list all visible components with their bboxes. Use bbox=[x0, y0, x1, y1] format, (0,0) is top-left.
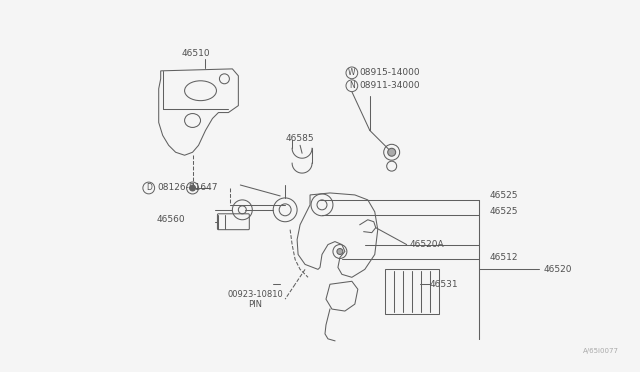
Text: 46510: 46510 bbox=[181, 48, 210, 58]
Text: PIN: PIN bbox=[248, 299, 262, 309]
Text: D: D bbox=[146, 183, 152, 192]
Text: N: N bbox=[349, 81, 355, 90]
Text: A/65i0077: A/65i0077 bbox=[582, 348, 619, 354]
Text: 46585: 46585 bbox=[286, 134, 314, 143]
Text: 46520A: 46520A bbox=[410, 240, 444, 249]
Circle shape bbox=[337, 248, 343, 254]
Circle shape bbox=[388, 148, 396, 156]
Text: 08915-14000: 08915-14000 bbox=[360, 68, 420, 77]
Text: 08126-81647: 08126-81647 bbox=[157, 183, 218, 192]
Text: 46560: 46560 bbox=[157, 215, 186, 224]
Text: 00923-10810: 00923-10810 bbox=[227, 290, 283, 299]
Text: 46512: 46512 bbox=[489, 253, 518, 262]
Circle shape bbox=[189, 185, 196, 191]
Text: 46525: 46525 bbox=[489, 207, 518, 216]
Text: W: W bbox=[348, 68, 356, 77]
Text: 46520: 46520 bbox=[544, 265, 573, 274]
Text: 08911-34000: 08911-34000 bbox=[360, 81, 420, 90]
Text: 46531: 46531 bbox=[429, 280, 458, 289]
Text: 46525: 46525 bbox=[489, 192, 518, 201]
